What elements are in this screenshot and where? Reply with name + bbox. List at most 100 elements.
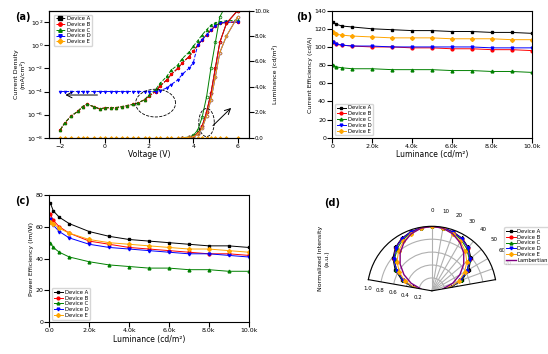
- Device E: [106, 241, 112, 245]
- Device D: [101, 90, 108, 94]
- Device E: [90, 136, 97, 140]
- Device D: [203, 33, 210, 37]
- Device A: [459, 278, 466, 282]
- Line: Device C: Device C: [431, 225, 471, 289]
- Device D: [216, 21, 223, 25]
- Device D: [488, 46, 495, 50]
- Device E: [349, 34, 356, 38]
- Device C: [447, 285, 454, 290]
- Device E: [208, 136, 214, 140]
- Text: (a): (a): [15, 12, 31, 22]
- Device D: [225, 253, 232, 257]
- Device B: [195, 43, 201, 47]
- Device C: [168, 68, 174, 72]
- Device D: [112, 90, 119, 94]
- Device D: [141, 90, 148, 94]
- Device E: [461, 270, 468, 274]
- Device D: [509, 46, 515, 50]
- Device C: [157, 81, 163, 86]
- Device C: [330, 63, 336, 67]
- Device D: [459, 237, 465, 241]
- Lambertian: [460, 262, 467, 266]
- Device C: [225, 269, 232, 273]
- Device C: [199, 33, 206, 37]
- Device C: [333, 65, 340, 69]
- Line: Device E: Device E: [49, 221, 250, 253]
- Line: Device E: Device E: [332, 31, 533, 41]
- Device A: [349, 25, 356, 29]
- Device B: [135, 101, 141, 105]
- Device C: [119, 104, 125, 109]
- Device C: [97, 107, 104, 111]
- Device B: [208, 28, 214, 32]
- Lambertian: [439, 287, 446, 291]
- Device D: [212, 23, 219, 28]
- Device B: [449, 47, 455, 51]
- Device E: [457, 239, 464, 244]
- Device C: [57, 127, 64, 132]
- Device E: [50, 222, 56, 226]
- Device D: [146, 90, 152, 94]
- Device E: [165, 245, 172, 250]
- Device E: [216, 136, 223, 140]
- Device E: [246, 250, 252, 254]
- Device B: [108, 105, 115, 110]
- Device A: [223, 20, 230, 24]
- Device C: [101, 105, 108, 110]
- Device D: [56, 229, 62, 234]
- Device C: [234, 18, 241, 22]
- Device A: [141, 97, 148, 102]
- Device E: [462, 249, 469, 253]
- Device A: [466, 267, 472, 272]
- Device D: [449, 45, 455, 49]
- Legend: Device A, Device B, Device C, Device D, Device E: Device A, Device B, Device C, Device D, …: [52, 288, 90, 320]
- Device C: [429, 68, 435, 72]
- Device A: [90, 104, 97, 109]
- Device B: [146, 94, 152, 98]
- Device B: [146, 247, 152, 251]
- Device B: [459, 237, 465, 241]
- Device E: [190, 136, 197, 140]
- Device D: [190, 61, 197, 65]
- Device A: [216, 21, 223, 25]
- Device D: [174, 78, 181, 82]
- Device D: [246, 255, 252, 259]
- Device E: [157, 136, 163, 140]
- Device E: [225, 249, 232, 253]
- Device B: [106, 242, 112, 246]
- Device C: [163, 74, 170, 79]
- Device E: [47, 220, 54, 224]
- Device E: [223, 136, 230, 140]
- Device D: [146, 249, 152, 253]
- Device B: [330, 40, 336, 45]
- Device D: [84, 90, 90, 94]
- Device C: [389, 68, 395, 72]
- Device D: [465, 246, 471, 250]
- Device C: [339, 66, 346, 70]
- Device A: [79, 104, 86, 109]
- Device A: [439, 226, 446, 230]
- Device B: [369, 45, 375, 49]
- Device A: [135, 101, 141, 105]
- Device C: [186, 50, 192, 55]
- Device C: [190, 44, 197, 48]
- Device A: [450, 230, 456, 234]
- Device D: [450, 230, 456, 234]
- Device C: [195, 39, 201, 43]
- Device B: [97, 107, 104, 111]
- Device E: [488, 37, 495, 41]
- Line: Device A: Device A: [59, 21, 239, 131]
- Device C: [56, 250, 62, 254]
- Device E: [455, 279, 462, 283]
- Device B: [528, 48, 535, 53]
- Device B: [47, 212, 54, 216]
- Device C: [488, 69, 495, 74]
- Device C: [466, 257, 472, 262]
- Device C: [146, 93, 152, 97]
- Device A: [84, 102, 90, 106]
- Line: Device A: Device A: [431, 225, 472, 289]
- Device D: [467, 257, 473, 261]
- Device A: [234, 20, 241, 24]
- Device A: [186, 242, 192, 246]
- Device B: [84, 102, 90, 106]
